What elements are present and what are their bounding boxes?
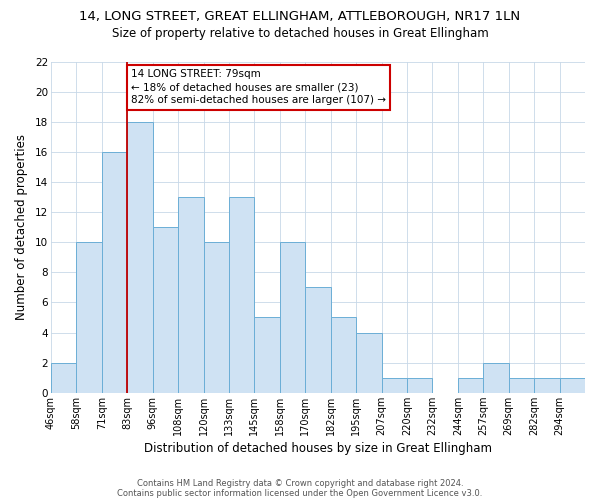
Bar [102,152,127,393]
Bar [534,378,560,393]
Text: 14, LONG STREET, GREAT ELLINGHAM, ATTLEBOROUGH, NR17 1LN: 14, LONG STREET, GREAT ELLINGHAM, ATTLEB… [79,10,521,23]
Bar [51,362,76,393]
Bar [280,242,305,393]
Bar [331,318,356,393]
Bar [560,378,585,393]
Bar [407,378,433,393]
Bar [483,362,509,393]
Bar [382,378,407,393]
Bar [229,197,254,393]
Bar [254,318,280,393]
Text: 14 LONG STREET: 79sqm
← 18% of detached houses are smaller (23)
82% of semi-deta: 14 LONG STREET: 79sqm ← 18% of detached … [131,69,386,106]
Bar [152,227,178,393]
Text: Contains HM Land Registry data © Crown copyright and database right 2024.: Contains HM Land Registry data © Crown c… [137,478,463,488]
Bar [178,197,203,393]
Bar [305,288,331,393]
Bar [76,242,102,393]
X-axis label: Distribution of detached houses by size in Great Ellingham: Distribution of detached houses by size … [144,442,492,455]
Bar [127,122,152,393]
Text: Size of property relative to detached houses in Great Ellingham: Size of property relative to detached ho… [112,28,488,40]
Bar [356,332,382,393]
Bar [458,378,483,393]
Bar [203,242,229,393]
Text: Contains public sector information licensed under the Open Government Licence v3: Contains public sector information licen… [118,488,482,498]
Bar [509,378,534,393]
Y-axis label: Number of detached properties: Number of detached properties [15,134,28,320]
